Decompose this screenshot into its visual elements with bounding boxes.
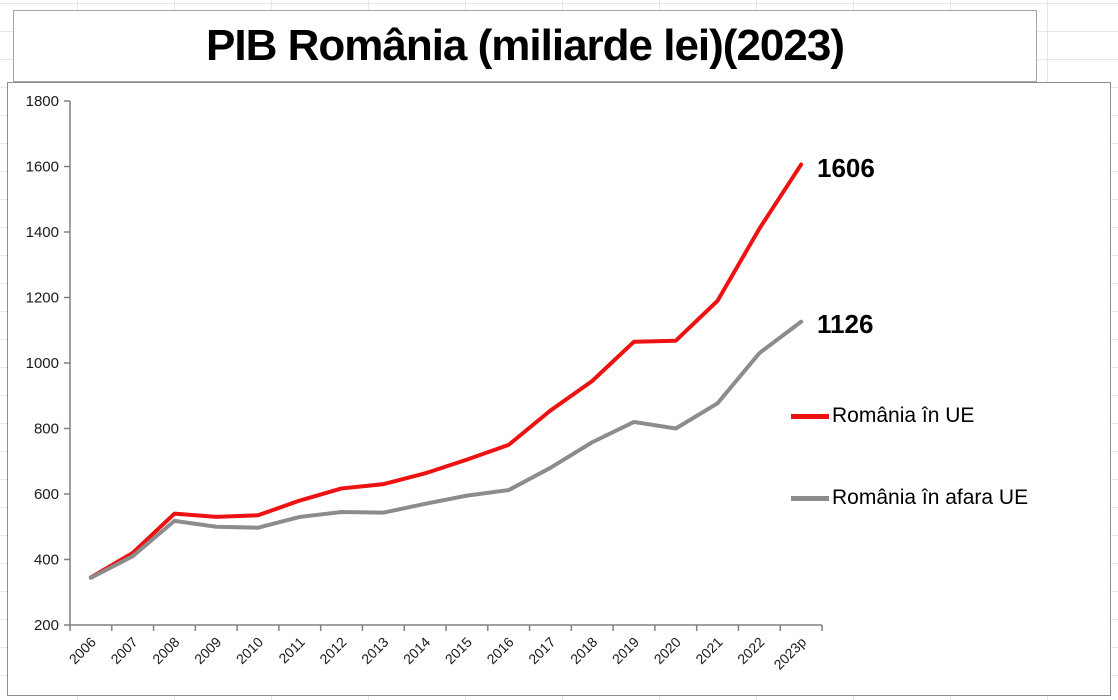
chart-title-box: PIB România (miliarde lei)(2023) <box>13 10 1037 82</box>
y-tick-label: 800 <box>34 421 59 438</box>
x-tick-label: 2010 <box>233 634 266 667</box>
x-tick-label: 2017 <box>525 634 558 667</box>
x-tick-label: 2009 <box>191 634 224 667</box>
data-label-romania-in-afara-ue: 1126 <box>817 309 874 339</box>
x-tick-label: 2020 <box>651 634 684 667</box>
y-tick-label: 1400 <box>26 224 59 241</box>
x-tick-label: 2006 <box>66 634 99 667</box>
x-tick-label: 2014 <box>400 634 433 667</box>
legend-red-line-swatch <box>791 413 829 419</box>
x-tick-label: 2013 <box>358 634 391 667</box>
x-tick-label: 2019 <box>609 634 642 667</box>
legend-label-romania-in-ue: România în UE <box>832 404 975 427</box>
legend-item-romania-in-afara-ue: România în afara UE <box>791 486 1028 510</box>
x-tick-label: 2018 <box>567 634 600 667</box>
series-line-rom-nia-n-ue <box>88 162 804 580</box>
y-tick-label: 1200 <box>26 290 59 307</box>
x-tick-label: 2008 <box>149 634 182 667</box>
data-label-romania-in-ue: 1606 <box>817 153 875 183</box>
x-tick-label: 2022 <box>734 634 767 667</box>
x-tick-label: 2015 <box>442 634 475 667</box>
legend-label-romania-in-afara-ue: România în afara UE <box>832 486 1029 509</box>
series-line-rom-nia-n-afara-ue <box>88 319 804 580</box>
legend-item-romania-in-ue: România în UE <box>791 404 974 428</box>
chart-area <box>7 82 1111 696</box>
x-tick-label: 2023p <box>770 634 809 673</box>
x-tick-label: 2021 <box>692 634 725 667</box>
y-tick-label: 200 <box>34 617 59 634</box>
y-tick-label: 400 <box>34 552 59 569</box>
y-tick-label: 1800 <box>26 93 59 110</box>
x-tick-label: 2007 <box>107 634 140 667</box>
x-tick-label: 2011 <box>275 634 308 667</box>
legend-gray-line-swatch <box>791 495 829 501</box>
x-tick-label: 2016 <box>483 634 516 667</box>
y-tick-label: 1600 <box>26 159 59 176</box>
y-tick-label: 600 <box>34 486 59 503</box>
x-tick-label: 2012 <box>316 634 349 667</box>
chart-title: PIB România (miliarde lei)(2023) <box>206 21 845 70</box>
y-tick-label: 1000 <box>26 355 59 372</box>
